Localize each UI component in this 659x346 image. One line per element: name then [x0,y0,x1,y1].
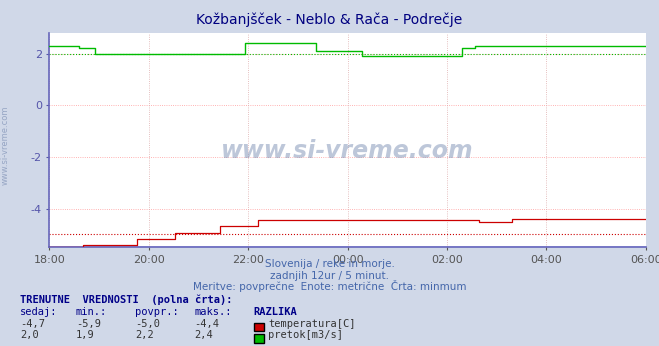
Text: maks.:: maks.: [194,307,232,317]
Text: Kožbanjšček - Neblo & Rača - Podrečje: Kožbanjšček - Neblo & Rača - Podrečje [196,12,463,27]
Text: RAZLIKA: RAZLIKA [254,307,297,317]
Text: www.si-vreme.com: www.si-vreme.com [1,106,10,185]
Text: www.si-vreme.com: www.si-vreme.com [221,139,474,163]
Text: pretok[m3/s]: pretok[m3/s] [268,330,343,340]
Text: 2,2: 2,2 [135,330,154,340]
Text: -4,7: -4,7 [20,319,45,329]
Text: min.:: min.: [76,307,107,317]
Text: 2,0: 2,0 [20,330,38,340]
Text: TRENUTNE  VREDNOSTI  (polna črta):: TRENUTNE VREDNOSTI (polna črta): [20,294,232,305]
Text: temperatura[C]: temperatura[C] [268,319,356,329]
Text: -4,4: -4,4 [194,319,219,329]
Text: sedaj:: sedaj: [20,307,57,317]
Text: 2,4: 2,4 [194,330,213,340]
Text: Slovenija / reke in morje.: Slovenija / reke in morje. [264,259,395,269]
Text: povpr.:: povpr.: [135,307,179,317]
Text: zadnjih 12ur / 5 minut.: zadnjih 12ur / 5 minut. [270,271,389,281]
Text: 1,9: 1,9 [76,330,94,340]
Text: -5,9: -5,9 [76,319,101,329]
Text: -5,0: -5,0 [135,319,160,329]
Text: Meritve: povprečne  Enote: metrične  Črta: minmum: Meritve: povprečne Enote: metrične Črta:… [192,280,467,292]
